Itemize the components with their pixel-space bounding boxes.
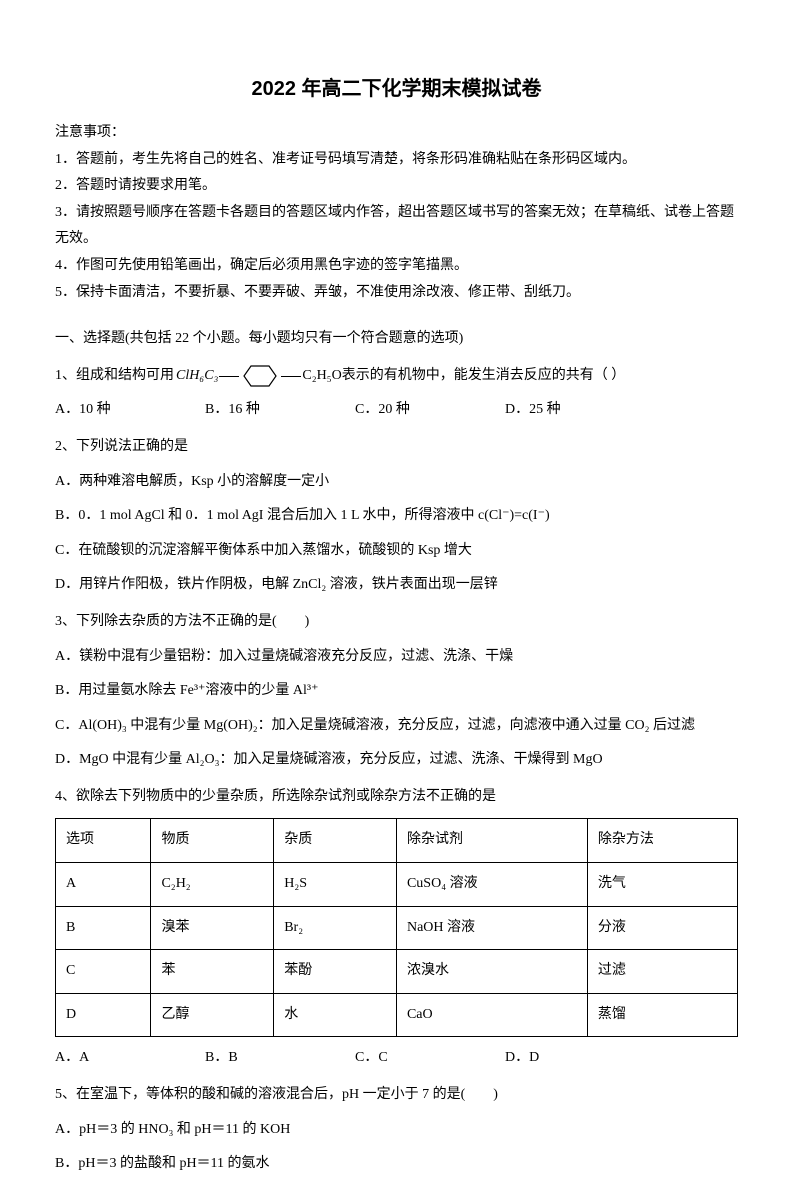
q5-option-a: A．pH＝3 的 HNO₃ 和 pH＝11 的 KOH xyxy=(55,1117,738,1144)
table-cell: CuSO₄ 溶液 xyxy=(396,863,587,907)
q1-formula-right: C₂H₅O xyxy=(302,363,341,390)
notice-item: 1．答题前，考生先将自己的姓名、准考证号码填写清楚，将条形码准确粘贴在条形码区域… xyxy=(55,147,738,174)
table-header: 选项 xyxy=(56,819,151,863)
q4-option-d: D．D xyxy=(505,1045,655,1072)
table-cell: 过滤 xyxy=(587,950,737,994)
q5-option-b: B．pH＝3 的盐酸和 pH＝11 的氨水 xyxy=(55,1151,738,1178)
q4-stem: 4、欲除去下列物质中的少量杂质，所选除杂试剂或除杂方法不正确的是 xyxy=(55,784,738,811)
q4-option-a: A．A xyxy=(55,1045,205,1072)
table-cell: 蒸馏 xyxy=(587,993,737,1037)
table-cell: 苯 xyxy=(151,950,274,994)
notice-item: 5．保持卡面清洁，不要折暴、不要弄破、弄皱，不准使用涂改液、修正带、刮纸刀。 xyxy=(55,280,738,307)
table-row: C 苯 苯酚 浓溴水 过滤 xyxy=(56,950,738,994)
notice-item: 4．作图可先使用铅笔画出，确定后必须用黑色字迹的签字笔描黑。 xyxy=(55,253,738,280)
q2-option-a: A．两种难溶电解质，Ksp 小的溶解度一定小 xyxy=(55,469,738,496)
table-cell: 分液 xyxy=(587,906,737,950)
q4-table: 选项 物质 杂质 除杂试剂 除杂方法 A C₂H₂ H₂S CuSO₄ 溶液 洗… xyxy=(55,818,738,1037)
table-cell: CaO xyxy=(396,993,587,1037)
q2-stem: 2、下列说法正确的是 xyxy=(55,434,738,461)
table-header: 除杂方法 xyxy=(587,819,737,863)
table-cell: 乙醇 xyxy=(151,993,274,1037)
q1-prefix: 1、组成和结构可用 xyxy=(55,363,174,390)
q3-option-a: A．镁粉中混有少量铝粉：加入过量烧碱溶液充分反应，过滤、洗涤、干燥 xyxy=(55,644,738,671)
q1-formula-left: ClH₆C₃ xyxy=(176,363,218,390)
table-header-row: 选项 物质 杂质 除杂试剂 除杂方法 xyxy=(56,819,738,863)
table-cell: H₂S xyxy=(274,863,397,907)
table-cell: 洗气 xyxy=(587,863,737,907)
notice-item: 2．答题时请按要求用笔。 xyxy=(55,173,738,200)
q4-option-b: B．B xyxy=(205,1045,355,1072)
notice-item: 3．请按照题号顺序在答题卡各题目的答题区域内作答，超出答题区域书写的答案无效；在… xyxy=(55,200,738,253)
hexagon-icon xyxy=(242,364,278,388)
table-cell: Br₂ xyxy=(274,906,397,950)
question-4: 4、欲除去下列物质中的少量杂质，所选除杂试剂或除杂方法不正确的是 选项 物质 杂… xyxy=(55,784,738,1072)
q1-option-d: D．25 种 xyxy=(505,397,655,424)
q3-option-b: B．用过量氨水除去 Fe³⁺溶液中的少量 Al³⁺ xyxy=(55,678,738,705)
q4-options: A．A B．B C．C D．D xyxy=(55,1045,738,1072)
table-header: 杂质 xyxy=(274,819,397,863)
table-cell: A xyxy=(56,863,151,907)
q4-option-c: C．C xyxy=(355,1045,505,1072)
table-cell: 苯酚 xyxy=(274,950,397,994)
table-header: 除杂试剂 xyxy=(396,819,587,863)
q2-option-d: D．用锌片作阳极，铁片作阴极，电解 ZnCl₂ 溶液，铁片表面出现一层锌 xyxy=(55,572,738,599)
table-cell: C₂H₂ xyxy=(151,863,274,907)
notice-header: 注意事项： xyxy=(55,120,738,147)
q5-stem: 5、在室温下，等体积的酸和碱的溶液混合后，pH 一定小于 7 的是( ) xyxy=(55,1082,738,1109)
table-cell: C xyxy=(56,950,151,994)
table-cell: D xyxy=(56,993,151,1037)
q1-suffix: 表示的有机物中，能发生消去反应的共有（ ） xyxy=(342,363,626,390)
q3-stem: 3、下列除去杂质的方法不正确的是( ) xyxy=(55,609,738,636)
q3-option-d: D．MgO 中混有少量 Al₂O₃：加入足量烧碱溶液，充分反应，过滤、洗涤、干燥… xyxy=(55,747,738,774)
page-title: 2022 年高二下化学期末模拟试卷 xyxy=(55,70,738,108)
table-header: 物质 xyxy=(151,819,274,863)
q1-option-b: B．16 种 xyxy=(205,397,355,424)
question-2: 2、下列说法正确的是 A．两种难溶电解质，Ksp 小的溶解度一定小 B．0．1 … xyxy=(55,434,738,599)
question-1: 1、组成和结构可用 ClH₆C₃ C₂H₅O 表示的有机物中，能发生消去反应的共… xyxy=(55,363,738,424)
table-row: B 溴苯 Br₂ NaOH 溶液 分液 xyxy=(56,906,738,950)
q1-option-c: C．20 种 xyxy=(355,397,505,424)
question-1-stem: 1、组成和结构可用 ClH₆C₃ C₂H₅O 表示的有机物中，能发生消去反应的共… xyxy=(55,363,738,390)
table-row: D 乙醇 水 CaO 蒸馏 xyxy=(56,993,738,1037)
q2-option-b: B．0．1 mol AgCl 和 0．1 mol AgI 混合后加入 1 L 水… xyxy=(55,503,738,530)
q1-options: A．10 种 B．16 种 C．20 种 D．25 种 xyxy=(55,397,738,424)
q2-option-c: C．在硫酸钡的沉淀溶解平衡体系中加入蒸馏水，硫酸钡的 Ksp 增大 xyxy=(55,538,738,565)
table-cell: B xyxy=(56,906,151,950)
section-header: 一、选择题(共包括 22 个小题。每小题均只有一个符合题意的选项) xyxy=(55,326,738,353)
table-cell: 水 xyxy=(274,993,397,1037)
question-3: 3、下列除去杂质的方法不正确的是( ) A．镁粉中混有少量铝粉：加入过量烧碱溶液… xyxy=(55,609,738,774)
table-row: A C₂H₂ H₂S CuSO₄ 溶液 洗气 xyxy=(56,863,738,907)
question-5: 5、在室温下，等体积的酸和碱的溶液混合后，pH 一定小于 7 的是( ) A．p… xyxy=(55,1082,738,1178)
notice-section: 注意事项： 1．答题前，考生先将自己的姓名、准考证号码填写清楚，将条形码准确粘贴… xyxy=(55,120,738,306)
line-icon xyxy=(219,376,239,377)
table-cell: 浓溴水 xyxy=(396,950,587,994)
table-cell: 溴苯 xyxy=(151,906,274,950)
line-icon xyxy=(281,376,301,377)
q3-option-c: C．Al(OH)₃ 中混有少量 Mg(OH)₂：加入足量烧碱溶液，充分反应，过滤… xyxy=(55,713,738,740)
q1-option-a: A．10 种 xyxy=(55,397,205,424)
table-cell: NaOH 溶液 xyxy=(396,906,587,950)
